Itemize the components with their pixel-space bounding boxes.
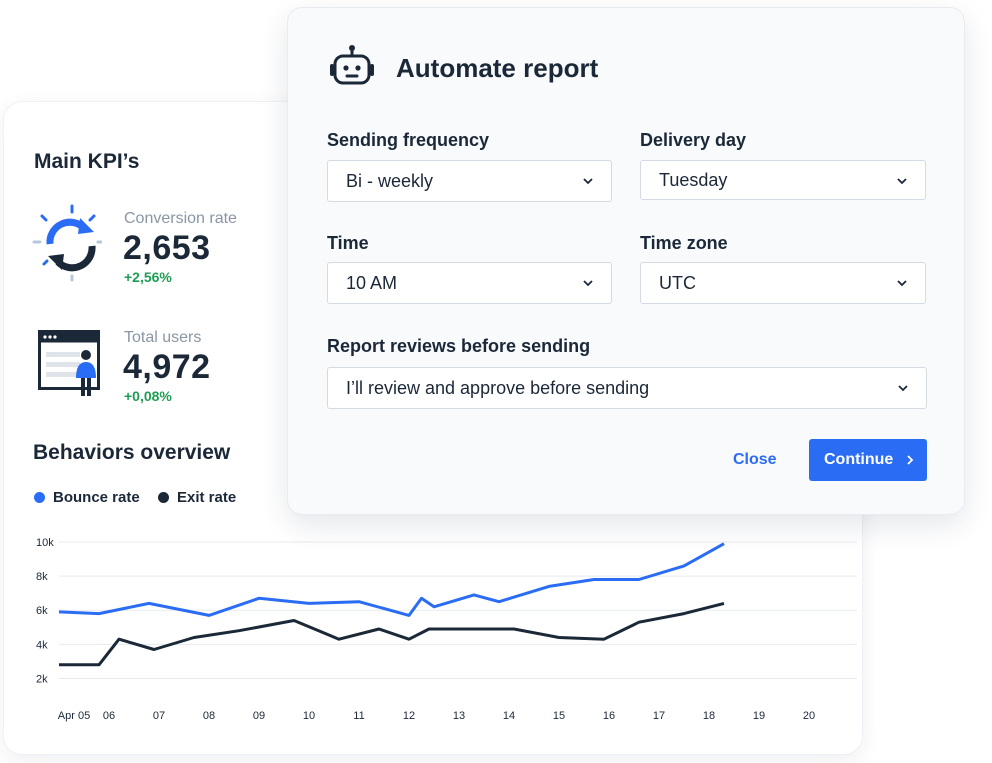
legend-exit-rate: Exit rate <box>158 489 236 506</box>
x-tick-label: 15 <box>553 710 565 722</box>
x-tick-label: 20 <box>803 710 815 722</box>
x-tick-label: Apr 05 <box>58 710 90 722</box>
legend-label-bounce: Bounce rate <box>53 489 140 506</box>
report-reviews-value: I’ll review and approve before sending <box>346 377 650 398</box>
continue-button[interactable]: Continue <box>809 439 927 481</box>
sending-frequency-select[interactable]: Bi - weekly <box>327 160 612 202</box>
time-zone-select[interactable]: UTC <box>640 262 926 304</box>
kpi-label-conversion: Conversion rate <box>124 210 237 227</box>
main-kpi-title: Main KPI’s <box>34 150 140 173</box>
delivery-day-label: Delivery day <box>640 130 747 150</box>
y-tick-label: 10k <box>36 537 54 549</box>
delivery-day-value: Tuesday <box>659 169 728 190</box>
x-tick-label: 06 <box>103 710 115 722</box>
time-zone-value: UTC <box>659 272 696 293</box>
chevron-right-icon <box>907 455 914 465</box>
x-tick-label: 19 <box>753 710 765 722</box>
y-tick-label: 8k <box>36 571 48 583</box>
kpi-value-conversion: 2,653 <box>123 229 211 267</box>
chevron-down-icon <box>898 385 908 392</box>
time-label: Time <box>327 233 369 253</box>
exit-rate-line <box>59 601 725 667</box>
chevron-down-icon <box>897 280 907 287</box>
y-tick-label: 4k <box>36 639 48 651</box>
behaviors-title: Behaviors overview <box>33 441 231 464</box>
modal-title: Automate report <box>396 53 599 83</box>
bounce-rate-line <box>58 542 725 617</box>
sending-frequency-value: Bi - weekly <box>346 170 434 191</box>
x-tick-label: 17 <box>653 710 665 722</box>
x-tick-label: 07 <box>153 710 165 722</box>
y-tick-label: 6k <box>36 605 48 617</box>
time-value: 10 AM <box>346 272 398 293</box>
sending-frequency-label: Sending frequency <box>327 130 490 150</box>
kpi-label-users: Total users <box>124 329 202 346</box>
refresh-cycle-icon <box>32 204 102 282</box>
automate-report-modal: Automate report Sending frequency Bi - w… <box>288 8 964 514</box>
y-tick-label: 2k <box>36 673 48 685</box>
x-tick-label: 18 <box>703 710 715 722</box>
delivery-day-select[interactable]: Tuesday <box>640 160 926 200</box>
legend-dot-bounce <box>34 492 45 503</box>
x-tick-label: 12 <box>403 710 415 722</box>
legend-bounce-rate: Bounce rate <box>34 489 140 506</box>
chevron-down-icon <box>583 178 593 185</box>
report-reviews-label: Report reviews before sending <box>327 336 591 356</box>
close-button[interactable]: Close <box>733 451 777 468</box>
x-tick-label: 08 <box>203 710 215 722</box>
legend-label-exit: Exit rate <box>177 489 237 506</box>
continue-label: Continue <box>824 451 894 468</box>
x-tick-label: 16 <box>603 710 615 722</box>
x-tick-label: 13 <box>453 710 465 722</box>
legend-dot-exit <box>158 492 169 503</box>
time-select[interactable]: 10 AM <box>327 262 612 304</box>
robot-icon <box>330 45 374 85</box>
time-zone-label: Time zone <box>640 233 728 253</box>
x-tick-label: 14 <box>503 710 515 722</box>
report-reviews-select[interactable]: I’ll review and approve before sending <box>327 367 927 409</box>
kpi-value-users: 4,972 <box>123 348 211 386</box>
x-tick-label: 09 <box>253 710 265 722</box>
kpi-delta-users: +0,08% <box>124 388 172 404</box>
x-tick-label: 11 <box>353 710 364 722</box>
kpi-delta-conversion: +2,56% <box>124 269 172 285</box>
chevron-down-icon <box>583 280 593 287</box>
chevron-down-icon <box>897 178 907 185</box>
user-window-icon <box>38 330 100 396</box>
x-tick-label: 10 <box>303 710 315 722</box>
